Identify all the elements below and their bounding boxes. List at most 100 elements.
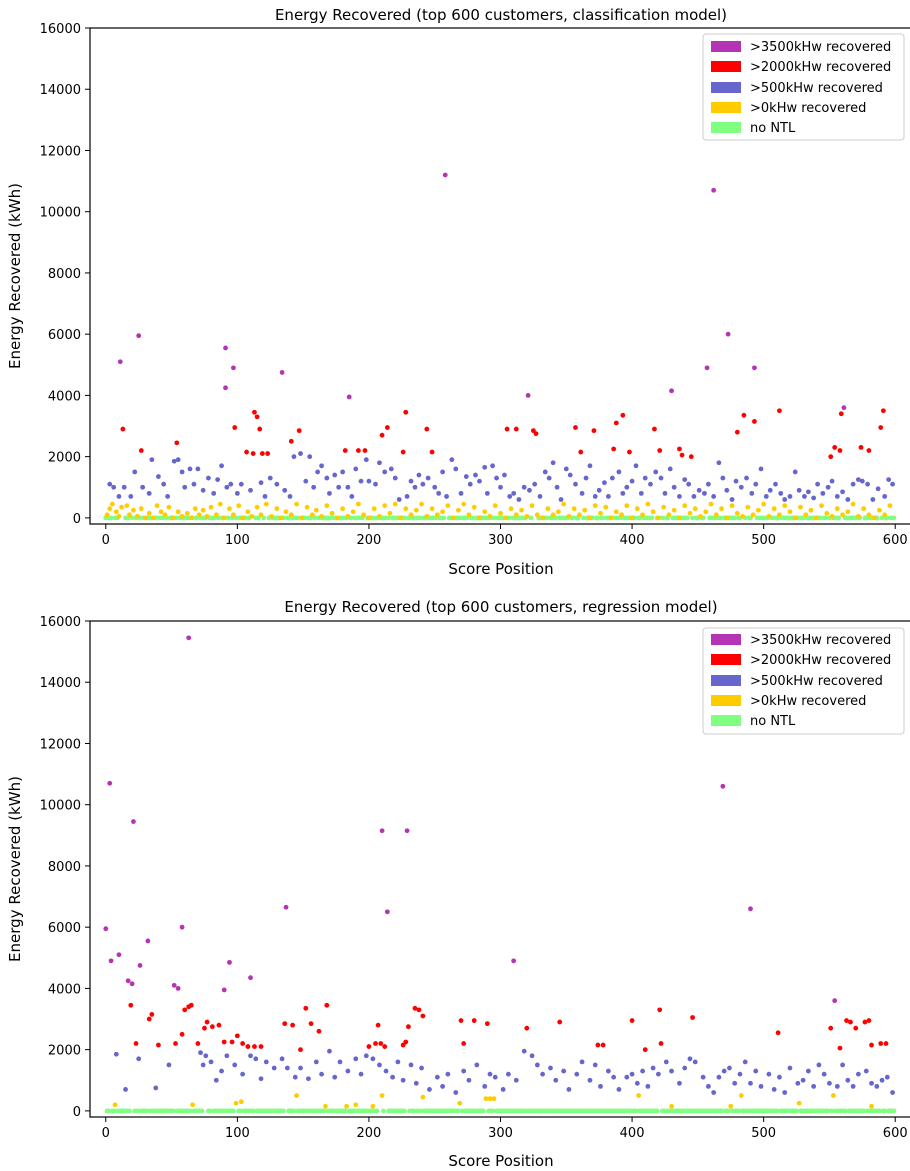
point-over-0 bbox=[503, 515, 509, 521]
point-no-ntl bbox=[882, 1108, 888, 1114]
point-over-0 bbox=[231, 512, 236, 518]
point-no-ntl bbox=[417, 1108, 423, 1114]
point-over-500 bbox=[287, 494, 293, 499]
point-over-2000 bbox=[524, 1025, 530, 1031]
point-over-2000 bbox=[120, 426, 126, 432]
point-over-0 bbox=[278, 515, 284, 521]
point-over-0 bbox=[299, 515, 305, 521]
point-over-2000 bbox=[484, 1021, 490, 1027]
point-over-500 bbox=[567, 472, 573, 478]
point-over-500 bbox=[121, 484, 127, 490]
point-over-500 bbox=[527, 487, 532, 493]
point-over-0 bbox=[104, 512, 110, 518]
y-tick-label: 10000 bbox=[40, 799, 81, 814]
point-over-500 bbox=[395, 1059, 401, 1065]
point-over-0 bbox=[703, 509, 709, 515]
point-over-500 bbox=[240, 1071, 246, 1077]
point-over-500 bbox=[777, 1074, 782, 1080]
point-over-500 bbox=[267, 475, 273, 481]
point-over-2000 bbox=[366, 1044, 372, 1049]
y-tick-label: 6000 bbox=[48, 921, 81, 936]
point-over-500 bbox=[463, 474, 469, 479]
legend-swatch-green bbox=[711, 715, 741, 726]
point-over-500 bbox=[215, 477, 221, 483]
point-no-ntl bbox=[455, 1108, 461, 1114]
point-over-0 bbox=[324, 503, 330, 509]
point-over-500 bbox=[500, 1087, 506, 1092]
point-over-0 bbox=[382, 503, 388, 509]
point-over-2000 bbox=[179, 1031, 185, 1037]
point-over-500 bbox=[879, 1077, 885, 1083]
point-no-ntl bbox=[170, 1108, 176, 1114]
y-tick-label: 12000 bbox=[40, 737, 81, 752]
point-over-0 bbox=[713, 512, 719, 518]
point-over-2000 bbox=[613, 420, 619, 426]
point-over-0 bbox=[682, 503, 688, 509]
point-over-0 bbox=[608, 515, 614, 521]
y-tick-label: 14000 bbox=[40, 676, 81, 691]
point-over-500 bbox=[744, 475, 749, 481]
point-over-500 bbox=[434, 1074, 440, 1080]
point-over-500 bbox=[884, 1074, 890, 1080]
point-over-0 bbox=[740, 513, 745, 519]
point-over-3500 bbox=[283, 904, 289, 910]
point-over-0 bbox=[419, 501, 424, 507]
point-over-500 bbox=[787, 1065, 793, 1071]
point-over-2000 bbox=[862, 1019, 868, 1025]
point-over-500 bbox=[727, 1065, 732, 1071]
point-over-500 bbox=[667, 466, 673, 472]
point-over-0 bbox=[158, 509, 164, 515]
point-over-500 bbox=[748, 1080, 753, 1086]
point-over-500 bbox=[815, 481, 820, 487]
point-over-2000 bbox=[403, 1039, 409, 1045]
point-over-500 bbox=[566, 1087, 572, 1092]
point-over-2000 bbox=[173, 1041, 178, 1046]
point-over-0 bbox=[429, 506, 435, 512]
point-over-2000 bbox=[373, 1041, 378, 1046]
point-over-500 bbox=[516, 497, 522, 502]
point-over-0 bbox=[340, 506, 346, 512]
classification-chart: Energy Recovered (top 600 customers, cla… bbox=[6, 6, 910, 578]
point-over-2000 bbox=[229, 1039, 235, 1045]
point-no-ntl bbox=[633, 1108, 639, 1114]
point-over-3500 bbox=[748, 906, 753, 912]
x-tick-label: 400 bbox=[620, 1126, 645, 1141]
point-over-500 bbox=[792, 469, 798, 475]
point-over-0 bbox=[819, 503, 824, 509]
point-over-500 bbox=[332, 1074, 338, 1080]
point-over-0 bbox=[313, 507, 319, 513]
point-over-500 bbox=[200, 1062, 206, 1068]
y-axis-label: Energy Recovered (kWh) bbox=[6, 776, 24, 962]
point-no-ntl bbox=[825, 1108, 831, 1114]
point-over-0 bbox=[344, 1103, 349, 1109]
point-over-2000 bbox=[252, 1044, 257, 1049]
point-over-0 bbox=[634, 506, 640, 512]
point-over-2000 bbox=[342, 448, 348, 453]
point-over-500 bbox=[767, 487, 773, 493]
point-no-ntl bbox=[402, 515, 407, 521]
point-over-500 bbox=[140, 484, 146, 490]
legend-label: >2000kHw recovered bbox=[750, 653, 891, 668]
point-no-ntl bbox=[684, 515, 690, 521]
point-over-500 bbox=[198, 1050, 203, 1056]
point-over-500 bbox=[262, 494, 268, 499]
point-over-0 bbox=[729, 503, 735, 509]
point-over-500 bbox=[758, 1083, 764, 1089]
point-over-500 bbox=[624, 1074, 630, 1080]
point-over-500 bbox=[645, 1083, 651, 1089]
point-over-500 bbox=[507, 494, 513, 499]
point-over-500 bbox=[408, 1062, 414, 1068]
point-over-500 bbox=[363, 457, 369, 463]
point-over-500 bbox=[165, 494, 171, 499]
point-over-3500 bbox=[175, 986, 181, 991]
point-over-500 bbox=[705, 1083, 711, 1089]
legend-label: >0kHw recovered bbox=[750, 101, 866, 116]
point-no-ntl bbox=[861, 1108, 867, 1114]
point-over-3500 bbox=[442, 172, 448, 178]
point-over-500 bbox=[388, 466, 394, 472]
point-over-500 bbox=[587, 463, 593, 469]
point-over-0 bbox=[162, 512, 168, 518]
point-over-500 bbox=[153, 1085, 159, 1091]
point-over-0 bbox=[192, 506, 198, 512]
point-no-ntl bbox=[528, 515, 534, 521]
